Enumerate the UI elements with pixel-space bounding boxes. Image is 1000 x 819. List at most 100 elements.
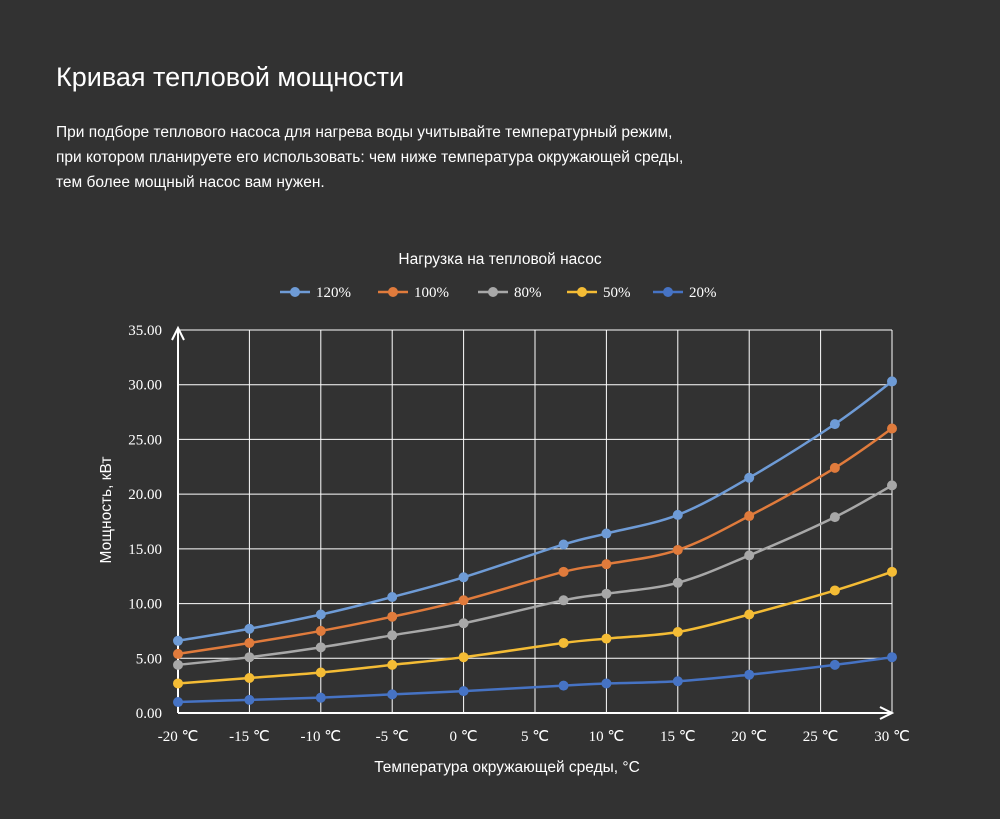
data-point-4-3	[387, 689, 398, 700]
y-tick-label-1: 5.00	[136, 651, 162, 667]
data-point-3-3	[387, 659, 398, 670]
data-point-0-9	[829, 419, 840, 430]
y-tick-labels: 0.00 5.00 10.00 15.00 20.00 25.00 30.00 35.00	[128, 323, 162, 722]
x-axis-arrow	[879, 706, 895, 720]
x-tick-label-4: 0 ℃	[450, 729, 478, 745]
description-line-2: при котором планируете его использовать:…	[56, 149, 684, 166]
data-point-4-10	[887, 652, 897, 663]
data-point-0-4	[458, 572, 469, 583]
data-point-2-7	[672, 577, 683, 588]
legend-label-2: 80%	[514, 285, 542, 301]
data-point-0-6	[601, 528, 612, 539]
data-point-1-2	[315, 625, 326, 636]
data-point-3-1	[244, 672, 255, 683]
data-point-4-1	[244, 694, 255, 705]
legend-item-0: 120%	[280, 285, 351, 301]
data-point-2-6	[601, 588, 612, 599]
y-tick-label-5: 25.00	[128, 432, 162, 448]
data-point-3-8	[744, 609, 755, 620]
data-point-0-7	[672, 509, 683, 520]
legend-swatch-marker-0	[290, 287, 300, 297]
legend-item-1: 100%	[378, 285, 449, 301]
data-point-2-3	[387, 630, 398, 641]
y-tick-label-0: 0.00	[136, 706, 162, 722]
x-tick-label-3: -5 ℃	[376, 729, 409, 745]
data-point-3-2	[315, 667, 326, 678]
x-tick-label-9: 25 ℃	[803, 729, 839, 745]
legend-swatch-marker-4	[663, 287, 673, 297]
data-point-2-0	[173, 659, 183, 670]
legend-label-4: 20%	[689, 285, 717, 301]
x-tick-label-7: 15 ℃	[660, 729, 696, 745]
x-axis-label: Температура окружающей среды, °C	[374, 759, 640, 776]
y-axis-arrow	[171, 325, 185, 341]
data-point-3-9	[829, 585, 840, 596]
x-tick-label-8: 20 ℃	[731, 729, 767, 745]
x-tick-labels: -20 ℃ -15 ℃ -10 ℃ -5 ℃ 0 ℃ 5 ℃ 10 ℃ 15 ℃ 20 ℃ 25 …	[158, 729, 910, 745]
data-point-3-10	[887, 566, 897, 577]
data-point-4-7	[672, 676, 683, 687]
legend-swatch-marker-2	[488, 287, 498, 297]
data-point-0-10	[887, 376, 897, 387]
data-point-0-3	[387, 592, 398, 603]
data-point-1-8	[744, 511, 755, 522]
data-point-2-1	[244, 652, 255, 663]
page-title: Кривая тепловой мощности	[56, 62, 405, 92]
y-tick-label-3: 15.00	[128, 542, 162, 558]
data-point-4-8	[744, 669, 755, 680]
data-point-4-5	[558, 680, 569, 691]
legend-swatch-marker-3	[577, 287, 587, 297]
legend-swatch-marker-1	[388, 287, 398, 297]
data-point-2-4	[458, 618, 469, 629]
x-tick-label-0: -20 ℃	[158, 729, 199, 745]
legend-item-4: 20%	[653, 285, 717, 301]
data-point-3-4	[458, 652, 469, 663]
data-point-0-0	[173, 635, 183, 646]
data-point-0-8	[744, 472, 755, 483]
data-point-0-5	[558, 539, 569, 550]
series-group	[173, 376, 897, 708]
data-point-2-10	[887, 480, 897, 491]
data-point-1-9	[829, 462, 840, 473]
legend-label-1: 100%	[414, 285, 449, 301]
data-point-1-10	[887, 423, 897, 434]
data-point-1-5	[558, 566, 569, 577]
data-point-4-2	[315, 692, 326, 703]
description: При подборе теплового насоса для нагрева…	[56, 120, 776, 195]
data-point-3-7	[672, 627, 683, 638]
x-tick-label-2: -10 ℃	[301, 729, 342, 745]
y-tick-label-2: 10.00	[128, 597, 162, 613]
data-point-4-4	[458, 686, 469, 697]
data-point-0-1	[244, 623, 255, 634]
x-tick-label-6: 10 ℃	[589, 729, 625, 745]
description-line-1: При подборе теплового насоса для нагрева…	[56, 124, 673, 141]
data-point-4-6	[601, 678, 612, 689]
y-axis-label: Мощность, кВт	[98, 457, 115, 564]
data-point-1-0	[173, 648, 183, 659]
data-point-0-2	[315, 609, 326, 620]
data-point-2-5	[558, 595, 569, 606]
legend-label-3: 50%	[603, 285, 631, 301]
series-4	[173, 652, 897, 708]
series-2	[173, 480, 897, 670]
data-point-3-6	[601, 633, 612, 644]
legend-item-3: 50%	[567, 285, 631, 301]
series-0	[173, 376, 897, 646]
data-point-2-8	[744, 550, 755, 561]
data-point-1-3	[387, 611, 398, 622]
data-point-3-5	[558, 637, 569, 648]
data-point-1-4	[458, 595, 469, 606]
legend-label-0: 120%	[316, 285, 351, 301]
x-tick-label-5: 5 ℃	[521, 729, 549, 745]
legend: 120% 100% 80% 50% 20%	[280, 285, 717, 301]
data-point-1-6	[601, 559, 612, 570]
data-point-4-9	[829, 659, 840, 670]
x-tick-label-1: -15 ℃	[229, 729, 270, 745]
data-point-3-0	[173, 678, 183, 689]
grid	[178, 329, 893, 713]
x-tick-label-10: 30 ℃	[874, 729, 910, 745]
legend-item-2: 80%	[478, 285, 542, 301]
y-tick-label-7: 35.00	[128, 323, 162, 339]
data-point-4-0	[173, 697, 183, 708]
